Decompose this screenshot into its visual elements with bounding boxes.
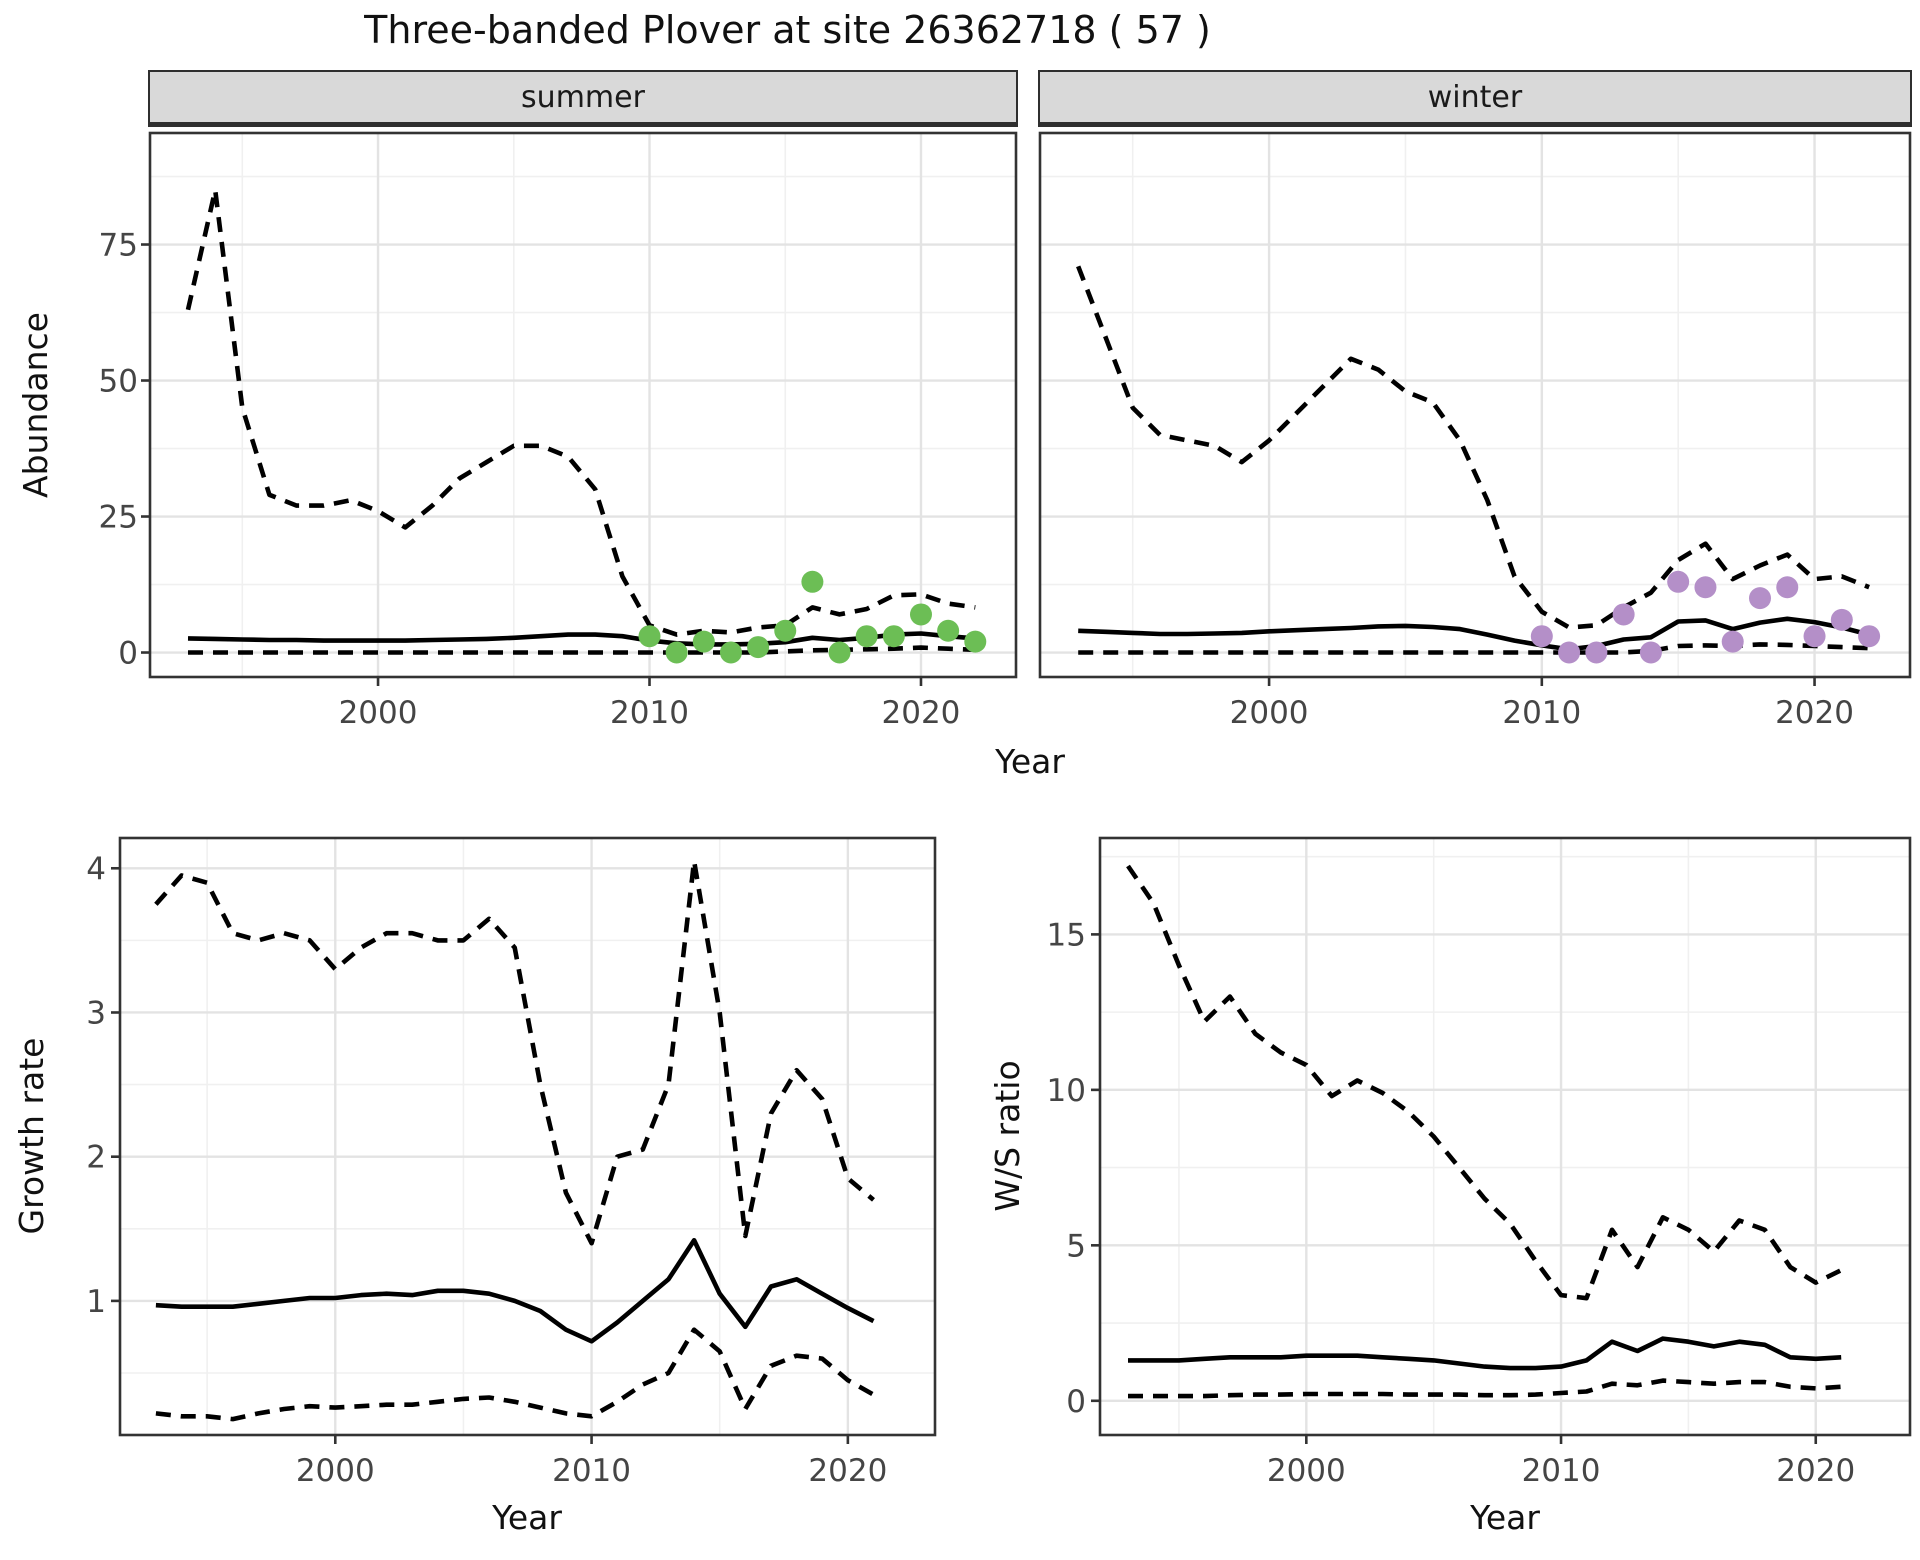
svg-text:25: 25	[99, 500, 138, 536]
svg-text:1: 1	[86, 1284, 106, 1320]
svg-text:2000: 2000	[339, 695, 418, 731]
top-year-axis-title: Year	[995, 742, 1065, 781]
svg-text:2010: 2010	[1522, 1453, 1601, 1489]
svg-text:0: 0	[118, 636, 138, 672]
svg-text:15: 15	[1047, 917, 1086, 953]
svg-text:75: 75	[99, 228, 138, 264]
svg-text:5: 5	[1066, 1228, 1086, 1264]
svg-text:2010: 2010	[1502, 695, 1581, 731]
growth-year-axis-title: Year	[492, 1498, 562, 1537]
svg-text:2020: 2020	[1776, 1453, 1855, 1489]
figure-title: Three-banded Plover at site 26362718 ( 5…	[364, 8, 1211, 52]
svg-text:2: 2	[86, 1140, 106, 1176]
facet-label-winter: winter	[1427, 79, 1523, 115]
ws-year-axis-title: Year	[1470, 1498, 1540, 1537]
svg-text:0: 0	[1066, 1384, 1086, 1420]
svg-text:3: 3	[86, 995, 106, 1031]
svg-text:2020: 2020	[808, 1453, 887, 1489]
facet-label-summer: summer	[521, 79, 645, 115]
svg-text:2000: 2000	[1267, 1453, 1346, 1489]
facet-strip-summer: summer	[148, 70, 1018, 127]
svg-text:2000: 2000	[296, 1453, 375, 1489]
facet-strip-winter: winter	[1038, 70, 1912, 127]
svg-text:2010: 2010	[552, 1453, 631, 1489]
svg-text:2000: 2000	[1230, 695, 1309, 731]
svg-text:2010: 2010	[610, 695, 689, 731]
svg-text:4: 4	[86, 851, 106, 887]
svg-text:50: 50	[99, 364, 138, 400]
svg-text:2020: 2020	[882, 695, 961, 731]
svg-text:10: 10	[1047, 1073, 1086, 1109]
svg-text:2020: 2020	[1775, 695, 1854, 731]
